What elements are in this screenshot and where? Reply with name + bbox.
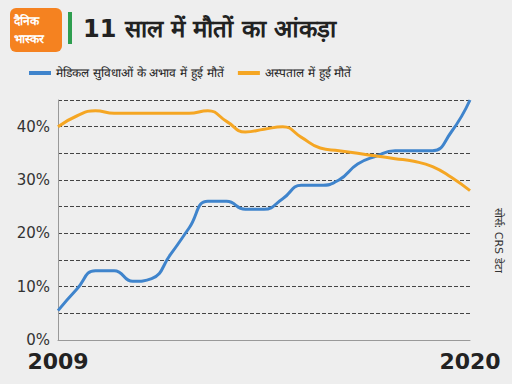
svg-text:अस्पताल में हुई मौतें: अस्पताल में हुई मौतें: [265, 66, 352, 81]
svg-text:11 साल में मौतों का आंकड़ा: 11 साल में मौतों का आंकड़ा: [83, 15, 337, 43]
svg-text:मेडिकल सुविधाओं के अभाव में हु: मेडिकल सुविधाओं के अभाव में हुई मौतें: [56, 66, 225, 81]
svg-text:30%: 30%: [17, 171, 50, 189]
svg-text:सोर्स: CRS डेटा: सोर्स: CRS डेटा: [492, 207, 505, 272]
svg-text:2020: 2020: [439, 349, 500, 374]
svg-text:दैनिक: दैनिक: [13, 14, 40, 28]
svg-text:40%: 40%: [17, 118, 50, 136]
svg-text:10%: 10%: [17, 278, 50, 296]
svg-text:भास्कर: भास्कर: [14, 32, 45, 46]
svg-text:0%: 0%: [26, 331, 50, 349]
svg-text:2009: 2009: [27, 349, 88, 374]
svg-text:20%: 20%: [17, 224, 50, 242]
